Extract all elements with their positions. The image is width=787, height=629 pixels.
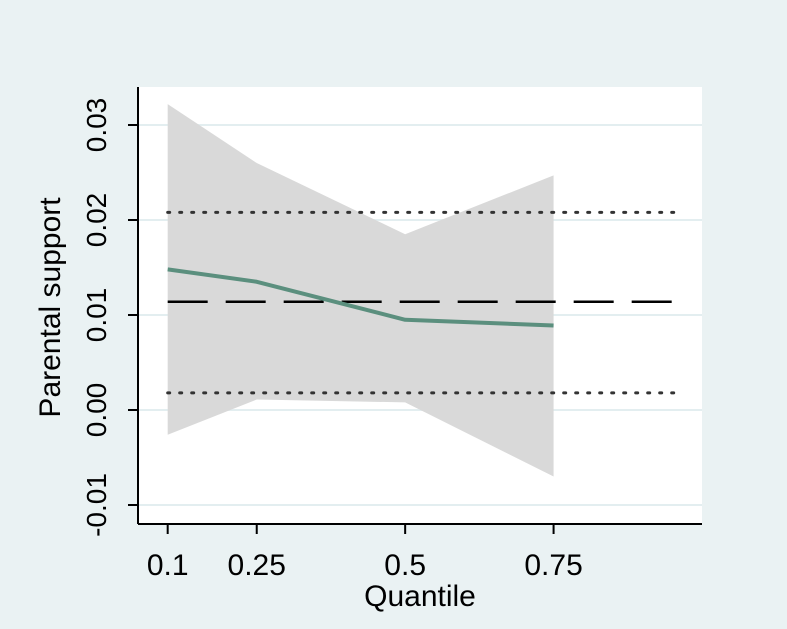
x-axis-label: Quantile [364,580,476,613]
y-axis-ticks: -0.01 0.00 0.01 0.02 0.03 [81,98,138,537]
x-tick-label-1: 0.25 [228,549,286,582]
x-tick-label-2: 0.5 [384,549,426,582]
reference-lines-layer [166,210,684,395]
x-tick-label-3: 0.75 [524,549,582,582]
axes [137,87,702,525]
series-layer [167,267,554,328]
x-axis-ticks: 0.1 0.25 0.5 0.75 [147,524,583,582]
confidence-band-layer [167,104,554,477]
y-tick-label-3: 0.02 [81,193,112,248]
y-tick-label-4: 0.03 [81,98,112,153]
series-line-0 [167,267,554,328]
x-tick-label-0: 0.1 [147,549,189,582]
y-axis-label: Parental support [34,197,67,418]
confidence-band [167,104,554,477]
y-tick-label-2: 0.01 [81,288,112,343]
y-tick-label-0: -0.01 [81,473,112,537]
y-tick-label-1: 0.00 [81,383,112,438]
